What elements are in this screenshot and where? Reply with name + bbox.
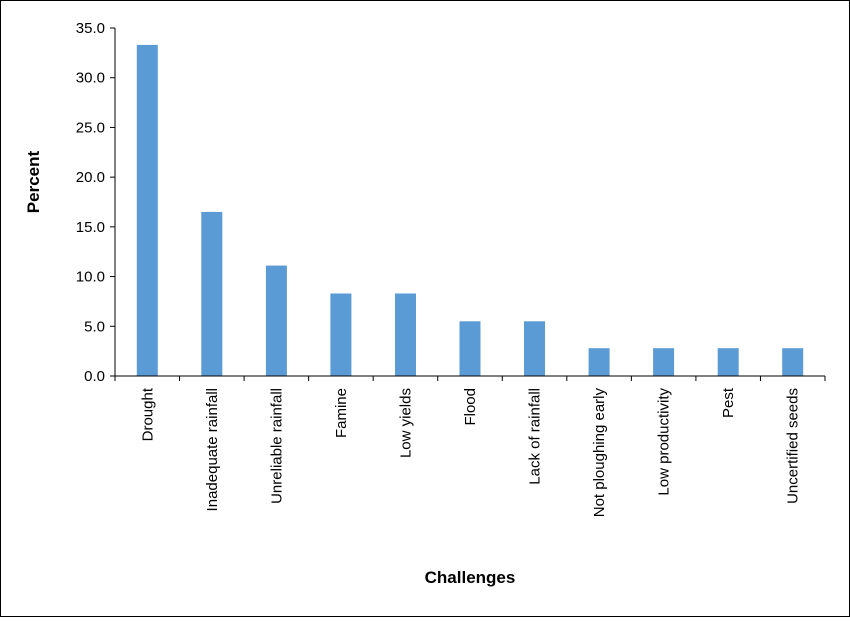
y-tick-label: 25.0 [76, 119, 105, 136]
x-tick-label: Unreliable rainfall [268, 388, 285, 504]
bar-lack-of-rainfall [524, 321, 545, 376]
x-axis-title: Challenges [425, 568, 516, 587]
bar-unreliable-rainfall [265, 265, 287, 376]
bars-layer [136, 44, 804, 377]
bar-low-yields [395, 293, 416, 376]
y-axis-title: Percent [24, 150, 43, 213]
x-tick-label: Flood [462, 388, 479, 426]
axes-layer [110, 27, 826, 381]
y-tick-label: 10.0 [76, 269, 105, 286]
bar-famine [330, 293, 352, 376]
y-tick-label: 5.0 [84, 318, 105, 335]
y-tick-label: 30.0 [76, 70, 105, 87]
y-tick-label: 15.0 [76, 219, 105, 236]
bar-uncertified-seeds [782, 348, 804, 376]
x-tick-label: Lack of rainfall [527, 388, 544, 485]
bar-low-productivity [653, 348, 675, 376]
x-tick-label: Famine [333, 388, 350, 438]
x-tick-label: Low yields [398, 388, 415, 458]
bar-pest [717, 348, 739, 376]
y-tick-label: 20.0 [76, 169, 105, 186]
y-tick-label: 35.0 [76, 20, 105, 37]
bar-flood [459, 321, 481, 376]
x-tick-label: Low productivity [656, 388, 673, 496]
x-tick-label: Pest [720, 387, 737, 418]
x-tick-label: Drought [139, 387, 156, 441]
labels-layer: 0.0 5.0 10.0 15.0 20.0 25.0 30.0 35.0 Drought Ina… [76, 20, 802, 517]
x-tick-label: Uncertified seeds [785, 388, 802, 504]
bar-not-ploughing-early [588, 348, 610, 376]
bar-drought [136, 44, 158, 377]
x-tick-label: Inadequate rainfall [204, 388, 221, 511]
bar-inadequate-rainfall [201, 211, 223, 376]
y-tick-label: 0.0 [84, 368, 105, 385]
x-tick-label: Not ploughing early [591, 388, 608, 518]
